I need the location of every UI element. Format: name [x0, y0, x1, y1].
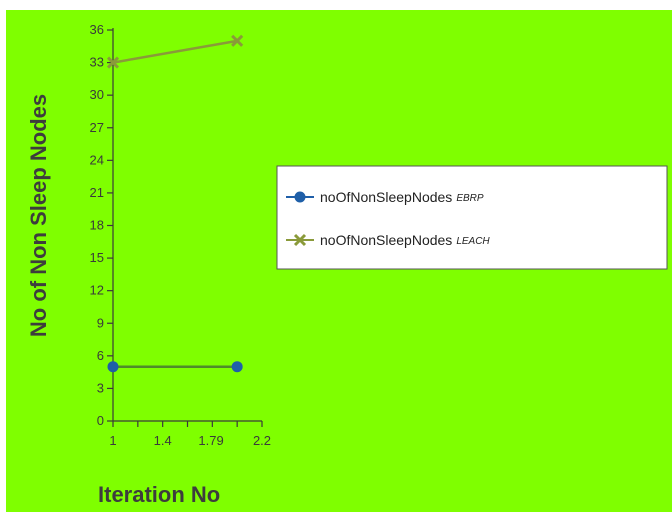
x-tick-label: 1.4: [154, 433, 172, 448]
series-ebrp: [107, 361, 243, 373]
y-tick-label: 9: [97, 315, 104, 330]
y-tick-label: 18: [90, 218, 104, 233]
y-axis-title: No of Non Sleep Nodes: [26, 94, 51, 337]
y-tick-label: 27: [90, 120, 104, 135]
data-point: [293, 233, 307, 247]
y-tick-label: 36: [90, 22, 104, 37]
data-point: [231, 361, 243, 373]
series-line: [112, 39, 238, 64]
series-leach: [106, 34, 244, 69]
x-tick-label: 2.2: [253, 433, 271, 448]
data-point: [106, 56, 120, 69]
data-point: [107, 361, 119, 373]
x-axis-title: Iteration No: [98, 482, 220, 507]
legend-tag: LEACH: [456, 236, 490, 247]
data-point: [231, 34, 244, 47]
legend-item-ebrp: noOfNonSleepNodes EBRP: [286, 189, 484, 205]
y-tick-label: 3: [97, 380, 104, 395]
legend-items: noOfNonSleepNodes EBRP noOfNonSleepNodes LE…: [286, 189, 490, 248]
y-tick-label: 24: [90, 152, 104, 167]
legend-tag: EBRP: [456, 193, 484, 204]
legend-label: noOfNonSleepNodes: [320, 189, 452, 205]
y-tick-label: 21: [90, 185, 104, 200]
y-tick-label: 0: [97, 413, 104, 428]
legend: noOfNonSleepNodes EBRP noOfNonSleepNodes LE…: [276, 165, 668, 270]
y-tick-label: 6: [97, 348, 104, 363]
y-tick-label: 33: [90, 55, 104, 70]
data-point: [294, 191, 306, 203]
y-tick-label: 12: [90, 283, 104, 298]
legend-box: [276, 165, 668, 270]
y-tick-label: 15: [90, 250, 104, 265]
x-ticks: 1 1.4 1.79 2.2: [109, 421, 271, 448]
x-tick-label: 1: [109, 433, 116, 448]
legend-label: noOfNonSleepNodes: [320, 232, 452, 248]
x-tick-label: 1.79: [198, 433, 223, 448]
y-tick-label: 30: [90, 87, 104, 102]
series-layer: [106, 34, 244, 373]
legend-item-leach: noOfNonSleepNodes LEACH: [286, 232, 490, 248]
